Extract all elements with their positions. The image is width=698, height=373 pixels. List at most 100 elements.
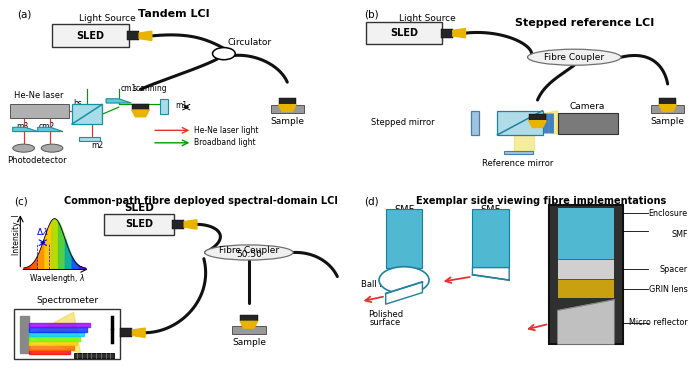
Circle shape bbox=[212, 48, 235, 60]
Text: Exemplar side viewing fibre implementations: Exemplar side viewing fibre implementati… bbox=[416, 196, 666, 206]
Text: He-Ne laser: He-Ne laser bbox=[14, 91, 64, 100]
Polygon shape bbox=[29, 332, 84, 336]
Bar bbox=[127, 31, 139, 40]
FancyBboxPatch shape bbox=[104, 214, 174, 235]
Bar bbox=[10, 104, 68, 118]
Text: surface: surface bbox=[370, 317, 401, 326]
Text: Light Source: Light Source bbox=[79, 15, 135, 23]
Text: SMF: SMF bbox=[394, 205, 414, 215]
Bar bbox=[386, 209, 422, 268]
Bar bbox=[161, 99, 168, 114]
Polygon shape bbox=[29, 350, 70, 354]
Text: SLED: SLED bbox=[76, 31, 105, 41]
Polygon shape bbox=[29, 341, 77, 345]
Bar bbox=[498, 111, 542, 135]
Text: Photodetector: Photodetector bbox=[7, 156, 67, 165]
Text: Enclosure: Enclosure bbox=[648, 209, 688, 218]
Text: Intensity, I: Intensity, I bbox=[12, 214, 21, 255]
Bar bbox=[172, 220, 184, 229]
Polygon shape bbox=[514, 135, 534, 151]
Bar bbox=[271, 105, 304, 113]
Text: SLED: SLED bbox=[124, 203, 154, 213]
Polygon shape bbox=[106, 99, 131, 103]
Ellipse shape bbox=[528, 49, 621, 65]
Polygon shape bbox=[240, 321, 258, 328]
Text: Polished: Polished bbox=[368, 310, 403, 319]
Polygon shape bbox=[132, 110, 149, 117]
Text: (c): (c) bbox=[14, 196, 27, 206]
Text: SLED: SLED bbox=[390, 28, 418, 38]
Bar bbox=[79, 137, 101, 141]
Polygon shape bbox=[529, 121, 547, 128]
Polygon shape bbox=[13, 127, 38, 132]
Polygon shape bbox=[38, 127, 63, 132]
Text: SMF: SMF bbox=[481, 205, 501, 215]
Text: Sample: Sample bbox=[651, 117, 685, 126]
Text: cm2: cm2 bbox=[39, 122, 55, 131]
Text: Stepped mirror: Stepped mirror bbox=[371, 118, 434, 127]
FancyBboxPatch shape bbox=[366, 22, 443, 44]
Text: m1: m1 bbox=[175, 101, 188, 110]
Polygon shape bbox=[29, 336, 80, 341]
Ellipse shape bbox=[13, 144, 34, 152]
Text: $\Delta\lambda$: $\Delta\lambda$ bbox=[36, 226, 49, 237]
Text: Fibre Coupler: Fibre Coupler bbox=[544, 53, 604, 62]
Polygon shape bbox=[386, 282, 422, 304]
Text: cm1: cm1 bbox=[121, 84, 137, 93]
Bar bbox=[651, 105, 684, 113]
Text: Ball lens: Ball lens bbox=[361, 280, 396, 289]
Bar bbox=[473, 209, 509, 268]
Polygon shape bbox=[279, 105, 296, 112]
Text: (d): (d) bbox=[364, 196, 378, 206]
Polygon shape bbox=[139, 31, 151, 40]
Text: Common-path fibre deployed spectral-domain LCI: Common-path fibre deployed spectral-doma… bbox=[64, 196, 337, 206]
Bar bbox=[558, 208, 614, 259]
Bar bbox=[14, 308, 121, 360]
Bar bbox=[558, 259, 614, 279]
Polygon shape bbox=[72, 104, 102, 124]
Text: bs: bs bbox=[73, 99, 82, 108]
Text: Fibre Coupler: Fibre Coupler bbox=[219, 246, 279, 255]
Text: He-Ne laser light: He-Ne laser light bbox=[194, 126, 258, 135]
Bar bbox=[132, 104, 149, 110]
Ellipse shape bbox=[41, 144, 63, 152]
Ellipse shape bbox=[205, 245, 293, 260]
Bar bbox=[549, 205, 623, 344]
Text: Micro reflector: Micro reflector bbox=[629, 317, 688, 326]
Bar bbox=[529, 114, 547, 121]
Bar bbox=[504, 151, 533, 154]
Polygon shape bbox=[659, 105, 676, 112]
Text: scanning: scanning bbox=[132, 84, 167, 93]
Text: Reference mirror: Reference mirror bbox=[482, 159, 554, 168]
Polygon shape bbox=[453, 28, 466, 38]
Polygon shape bbox=[29, 312, 80, 353]
Text: Spacer: Spacer bbox=[660, 265, 688, 274]
Bar bbox=[232, 326, 265, 333]
Polygon shape bbox=[29, 323, 91, 327]
Bar bbox=[470, 111, 479, 135]
Polygon shape bbox=[29, 327, 87, 332]
Bar bbox=[659, 98, 676, 105]
Text: Tandem LCI: Tandem LCI bbox=[138, 9, 209, 19]
Text: Circulator: Circulator bbox=[228, 38, 272, 47]
Text: Wavelength, $\lambda$: Wavelength, $\lambda$ bbox=[29, 272, 85, 285]
Text: Sample: Sample bbox=[270, 117, 304, 126]
Polygon shape bbox=[74, 353, 114, 358]
Text: 50:50: 50:50 bbox=[236, 250, 262, 259]
Text: Sample: Sample bbox=[232, 338, 266, 347]
Circle shape bbox=[379, 267, 429, 294]
Text: GRIN lens: GRIN lens bbox=[649, 285, 688, 294]
Text: Broadband light: Broadband light bbox=[194, 138, 255, 147]
Polygon shape bbox=[473, 268, 509, 280]
Text: Spectrometer: Spectrometer bbox=[36, 296, 98, 305]
FancyBboxPatch shape bbox=[52, 24, 128, 47]
Bar bbox=[121, 328, 133, 337]
Text: Stepped reference LCI: Stepped reference LCI bbox=[514, 18, 654, 28]
Text: SLED: SLED bbox=[125, 219, 153, 229]
Polygon shape bbox=[133, 328, 145, 337]
Text: m2: m2 bbox=[91, 141, 103, 150]
Bar bbox=[558, 279, 614, 298]
Text: (a): (a) bbox=[17, 9, 31, 19]
Bar bbox=[558, 113, 618, 134]
Text: m3: m3 bbox=[16, 122, 28, 131]
